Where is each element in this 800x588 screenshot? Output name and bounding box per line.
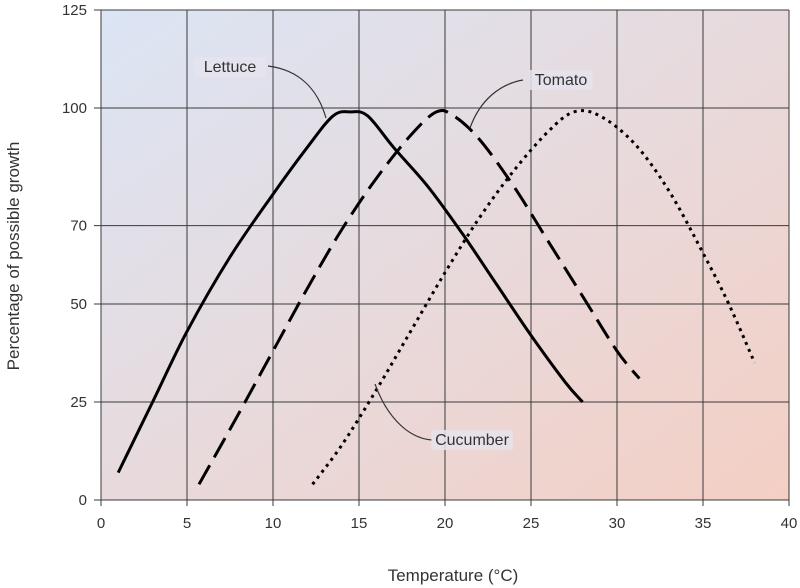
series-line-lettuce [116,110,584,474]
x-tick-label: 5 [183,515,191,532]
leader-line-cucumber [374,383,433,441]
y-tick-label: 25 [70,394,87,411]
grid [94,9,790,506]
y-tick-label: 0 [79,492,87,509]
leader-line-tomato [469,79,524,129]
y-tick-label: 70 [70,218,87,235]
series-labels: Lettuce Tomato Cucumber [193,57,593,450]
y-axis-title: Percentage of possible growth [4,142,23,371]
x-tick-label: 15 [351,515,368,532]
x-tick-label: 10 [265,515,282,532]
tick-labels: 0 5 10 15 20 25 30 35 40 0 25 50 70 100 125 [62,2,797,532]
x-tick-label: 30 [609,515,626,532]
x-axis-title: Temperature (°C) [388,566,519,585]
series-label-bg [193,57,267,77]
x-tick-label: 0 [97,515,105,532]
series-label-bg [431,430,513,450]
series-label-lettuce: Lettuce [204,59,257,76]
x-tick-label: 20 [437,515,454,532]
y-tick-label: 100 [62,100,87,117]
series-label-bg [529,70,593,90]
series-label-tomato: Tomato [535,72,588,89]
leader-line-lettuce [267,65,327,119]
series-line-tomato [197,109,641,486]
series-lines [116,109,756,486]
y-tick-label: 125 [62,2,87,19]
x-tick-label: 40 [781,515,798,532]
y-tick-label: 50 [70,296,87,313]
x-tick-label: 25 [523,515,540,532]
x-tick-label: 35 [695,515,712,532]
series-label-cucumber: Cucumber [435,432,509,449]
